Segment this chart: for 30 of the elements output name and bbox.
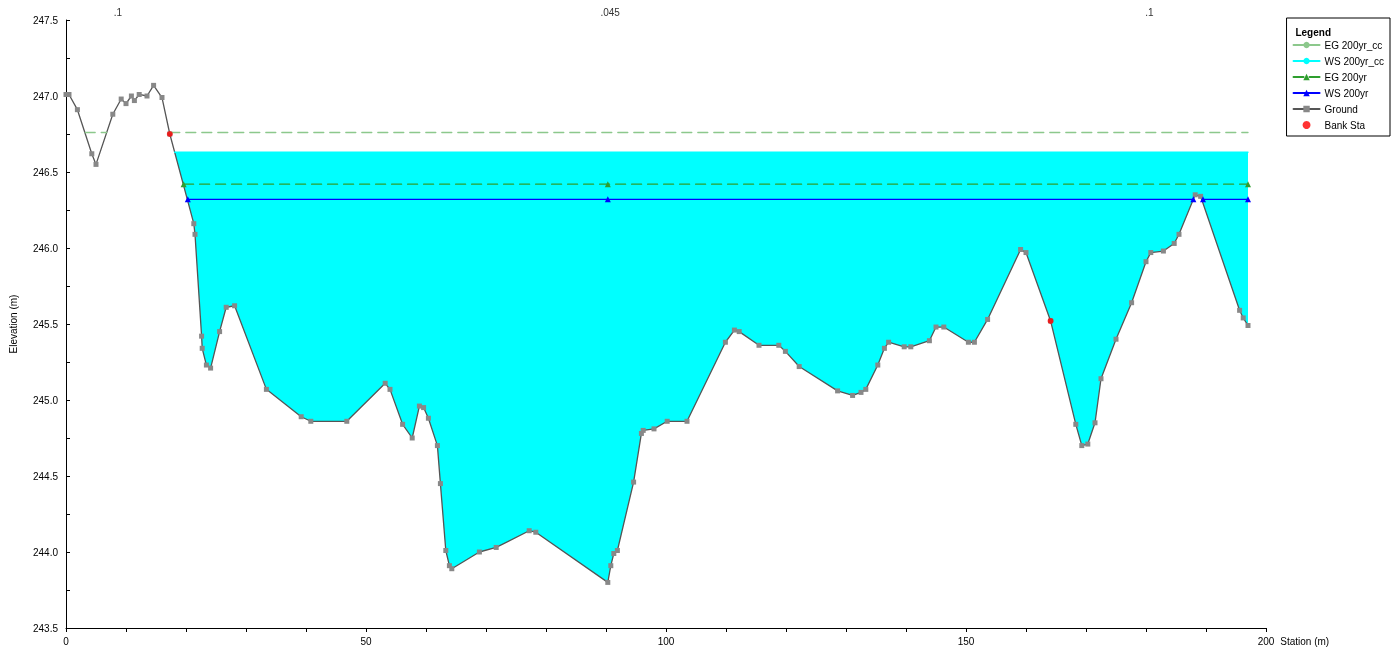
point xyxy=(1245,196,1251,203)
point xyxy=(1200,196,1206,203)
y-tick-label: 244.0 xyxy=(32,546,59,558)
legend-label: WS 200yr_cc xyxy=(1324,55,1385,67)
x-tick-label: 0 xyxy=(63,635,70,647)
x-axis-title: Station (m) xyxy=(1280,635,1330,647)
legend-label: EG 200yr_cc xyxy=(1324,39,1383,51)
y-tick-label: 247.0 xyxy=(32,90,59,102)
point xyxy=(1245,181,1251,188)
legend-label: WS 200yr xyxy=(1324,87,1370,99)
y-tick-label: 243.5 xyxy=(32,622,59,634)
x-tick-label: 100 xyxy=(657,635,675,647)
y-tick-label: 244.5 xyxy=(32,470,59,482)
legend-label: Ground xyxy=(1324,103,1358,115)
y-tick-label: 246.0 xyxy=(32,242,59,254)
y-tick-label: 247.5 xyxy=(32,14,59,26)
y-tick-label: 246.5 xyxy=(32,166,59,178)
text: .1 xyxy=(113,6,123,18)
x-tick-label: 200 xyxy=(1257,635,1275,647)
text: .1 xyxy=(1145,6,1154,18)
legend-label: Bank Sta xyxy=(1324,119,1366,131)
x-tick-label: 150 xyxy=(957,635,975,647)
y-axis-title: Elevation (m) xyxy=(7,294,19,354)
y-tick-label: 245.5 xyxy=(32,318,59,330)
legend-title: Legend xyxy=(1295,26,1332,38)
legend-label: EG 200yr xyxy=(1324,71,1368,83)
x-tick-label: 50 xyxy=(360,635,372,647)
y-tick-label: 245.0 xyxy=(32,394,59,406)
text: .045 xyxy=(600,6,621,18)
point xyxy=(180,181,187,188)
